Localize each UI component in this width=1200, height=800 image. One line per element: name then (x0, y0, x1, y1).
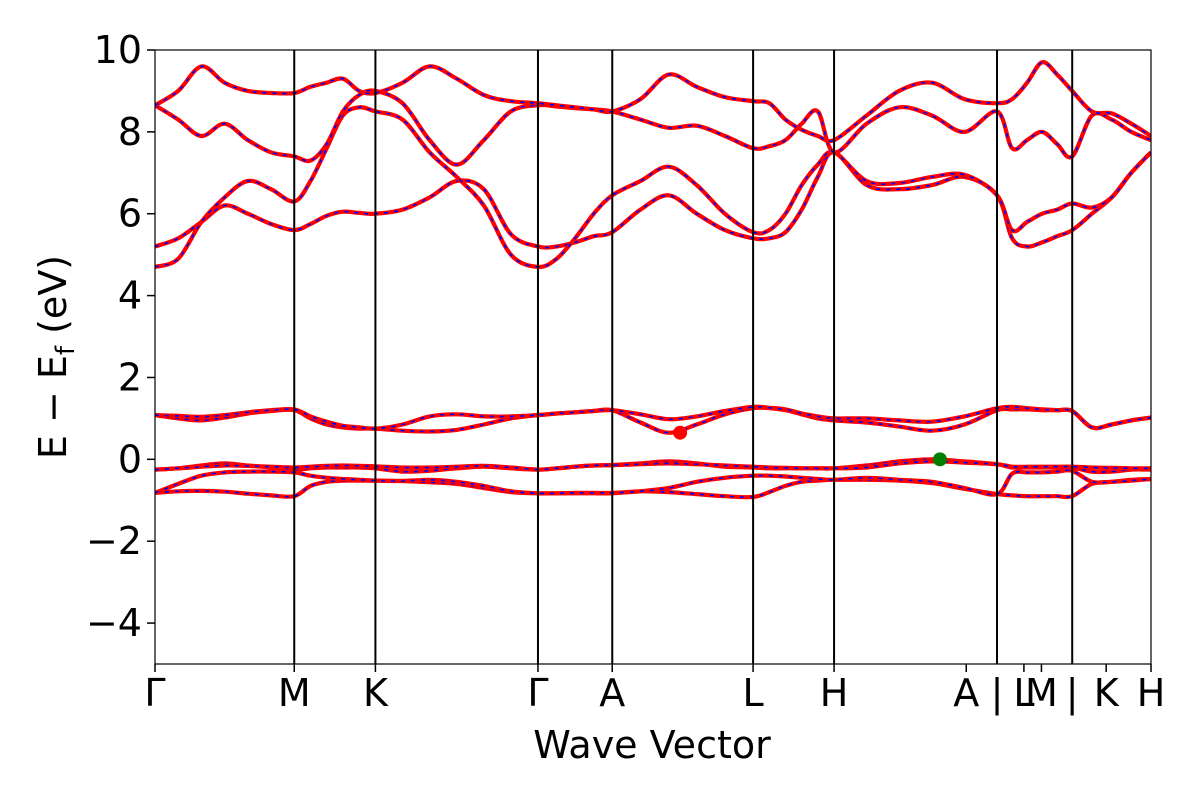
band-line-10-overlay (155, 61, 1151, 142)
y-axis-label: E − Ef (eV) (31, 255, 81, 459)
y-axis-ticks: 10 8 6 4 2 0 −2 −4 (86, 28, 155, 645)
band-line-9-overlay (155, 89, 1151, 166)
y-tick-label-4: 2 (118, 355, 142, 399)
plot-frame (154, 49, 1152, 665)
band-line-10 (155, 60, 1151, 144)
y-tick-label-5: 0 (118, 437, 142, 481)
x-tick-label-7: A (953, 671, 979, 715)
band-edge-marker-1 (673, 425, 688, 440)
y-tick-label-0: 10 (94, 28, 142, 72)
y-tick-label-1: 8 (118, 110, 142, 154)
x-tick-label-11: | (1066, 671, 1079, 716)
x-tick-label-9: L (1013, 671, 1034, 715)
x-tick-label-6: H (820, 671, 849, 715)
x-tick-label-10: M (1025, 671, 1058, 715)
x-tick-label-4: A (599, 671, 625, 715)
x-tick-label-5: L (743, 671, 764, 715)
kpoint-boundary-layer (293, 50, 1074, 664)
y-tick-label-7: −4 (86, 601, 142, 645)
band-edge-marker-2 (932, 452, 947, 467)
band-edge-markers-layer (673, 425, 947, 467)
band-line-1-overlay (155, 478, 1151, 499)
y-tick-label-6: −2 (86, 519, 142, 563)
x-tick-label-0: Γ (144, 671, 165, 715)
x-tick-label-8: | (991, 671, 1004, 716)
band-line-2-overlay (155, 469, 1151, 496)
y-axis-label-unit: (eV) (31, 255, 75, 346)
band-line-8-overlay (155, 106, 1151, 268)
x-tick-label-12: K (1094, 671, 1120, 715)
band-line-7-overlay (155, 151, 1151, 249)
x-tick-label-2: K (363, 671, 389, 715)
y-tick-label-3: 4 (118, 274, 142, 318)
x-axis-ticks: Γ M K Γ A L H A | LM | K H (144, 664, 1165, 716)
band-line-8 (155, 105, 1151, 270)
band-line-4 (155, 459, 1151, 472)
y-axis-label-subscript: f (51, 345, 81, 355)
y-axis-label-main: E − E (31, 355, 75, 459)
x-tick-label-13: H (1137, 671, 1166, 715)
band-lines-layer (155, 60, 1151, 500)
y-tick-label-2: 6 (118, 192, 142, 236)
band-line-6 (155, 404, 1151, 431)
x-axis-label: Wave Vector (533, 723, 771, 767)
x-tick-label-3: Γ (527, 671, 548, 715)
band-line-4-overlay (155, 460, 1151, 471)
x-tick-label-1: M (278, 671, 311, 715)
